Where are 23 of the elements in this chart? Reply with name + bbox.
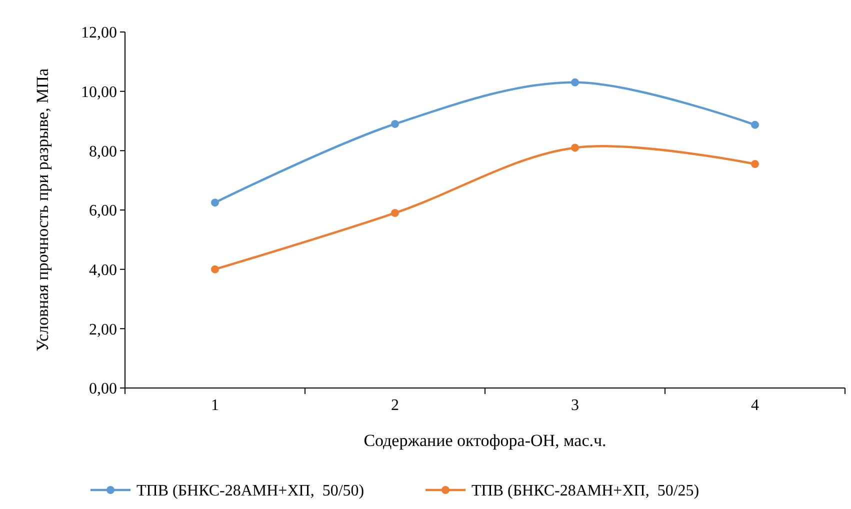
x-tick-label: 4 [751,397,759,414]
y-axis-title: Условная прочность при разрыве, МПа [33,68,52,352]
point [571,78,579,86]
legend-label: ТПВ (БНКС-28АМН+ХП, 50/25) [472,482,700,500]
y-tick-label: 0,00 [89,380,117,398]
y-tick-label: 4,00 [89,262,117,279]
point [211,198,219,207]
point [751,120,759,129]
point [391,208,399,217]
point [571,144,579,152]
y-tick-label: 12,00 [81,24,117,42]
y-tick-label: 8,00 [89,143,117,160]
y-tick-label: 6,00 [89,202,117,220]
x-tick-label: 2 [391,397,399,414]
y-tick-label: 10,00 [81,84,117,101]
point [211,265,219,274]
legend-label: ТПВ (БНКС-28АМН+ХП, 50/50) [136,482,364,500]
x-tick-label: 3 [571,397,579,414]
y-tick-label: 2,00 [89,321,117,338]
x-axis-title: Содержание октофора-ОН, мас.ч. [364,431,606,450]
point [391,120,399,128]
point [751,160,759,168]
x-tick-label: 1 [211,397,219,414]
